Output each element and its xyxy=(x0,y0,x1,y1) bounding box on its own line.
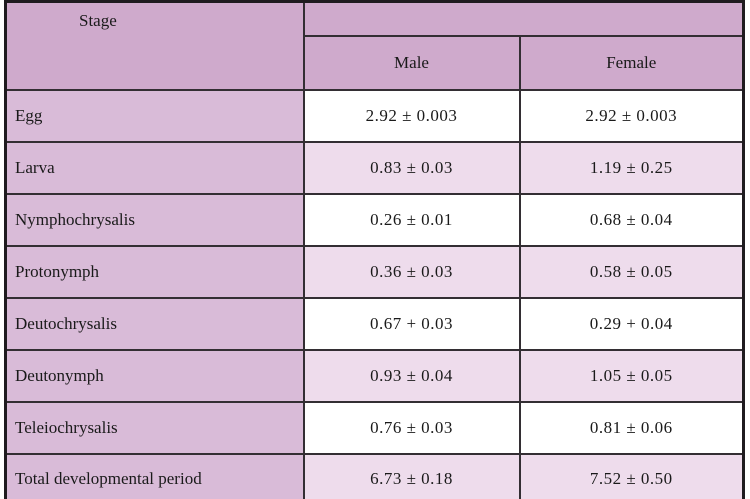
stage-name-cell: Egg xyxy=(4,89,305,143)
male-column-header: Male xyxy=(302,35,521,91)
sex-group-header xyxy=(302,0,745,37)
stage-name-cell: Larva xyxy=(4,141,305,195)
male-value-cell: 2.92 ± 0.003 xyxy=(302,89,521,143)
table-row-egg: Egg 2.92 ± 0.003 2.92 ± 0.003 xyxy=(4,89,745,143)
table-row-larva: Larva 0.83 ± 0.03 1.19 ± 0.25 xyxy=(4,141,745,195)
female-value-cell: 2.92 ± 0.003 xyxy=(518,89,745,143)
male-value-cell: 6.73 ± 0.18 xyxy=(302,453,521,499)
stage-name-cell: Protonymph xyxy=(4,245,305,299)
male-value-cell: 0.93 ± 0.04 xyxy=(302,349,521,403)
table-row-teleiochrysalis: Teleiochrysalis 0.76 ± 0.03 0.81 ± 0.06 xyxy=(4,401,745,455)
male-value-cell: 0.67 + 0.03 xyxy=(302,297,521,351)
female-value-cell: 0.58 ± 0.05 xyxy=(518,245,745,299)
female-value-cell: 7.52 ± 0.50 xyxy=(518,453,745,499)
male-value-cell: 0.36 ± 0.03 xyxy=(302,245,521,299)
male-value-cell: 0.76 ± 0.03 xyxy=(302,401,521,455)
table-row-protonymph: Protonymph 0.36 ± 0.03 0.58 ± 0.05 xyxy=(4,245,745,299)
table-row-nymphochrysalis: Nymphochrysalis 0.26 ± 0.01 0.68 ± 0.04 xyxy=(4,193,745,247)
female-column-header: Female xyxy=(518,35,745,91)
table-row-deutochrysalis: Deutochrysalis 0.67 + 0.03 0.29 + 0.04 xyxy=(4,297,745,351)
stage-name-cell: Total developmental period xyxy=(4,453,305,499)
female-value-cell: 1.19 ± 0.25 xyxy=(518,141,745,195)
stage-name-cell: Deutonymph xyxy=(4,349,305,403)
stage-column-header: Stage xyxy=(4,0,305,91)
table-row-deutonymph: Deutonymph 0.93 ± 0.04 1.05 ± 0.05 xyxy=(4,349,745,403)
female-value-cell: 0.68 ± 0.04 xyxy=(518,193,745,247)
female-value-cell: 1.05 ± 0.05 xyxy=(518,349,745,403)
male-value-cell: 0.83 ± 0.03 xyxy=(302,141,521,195)
female-value-cell: 0.81 ± 0.06 xyxy=(518,401,745,455)
table-body: Egg 2.92 ± 0.003 2.92 ± 0.003 Larva 0.83… xyxy=(4,89,745,499)
stage-name-cell: Nymphochrysalis xyxy=(4,193,305,247)
table-header: Stage Male Female xyxy=(4,0,745,91)
header-row-sex: Male Female xyxy=(6,35,745,91)
developmental-stages-table: Stage Male Female Egg 2.92 ± 0.003 2.92 … xyxy=(4,0,745,499)
female-value-cell: 0.29 + 0.04 xyxy=(518,297,745,351)
table-row-total-developmental-period: Total developmental period 6.73 ± 0.18 7… xyxy=(4,453,745,499)
stage-name-cell: Deutochrysalis xyxy=(4,297,305,351)
male-value-cell: 0.26 ± 0.01 xyxy=(302,193,521,247)
stage-name-cell: Teleiochrysalis xyxy=(4,401,305,455)
header-row-group: Stage xyxy=(4,0,745,91)
